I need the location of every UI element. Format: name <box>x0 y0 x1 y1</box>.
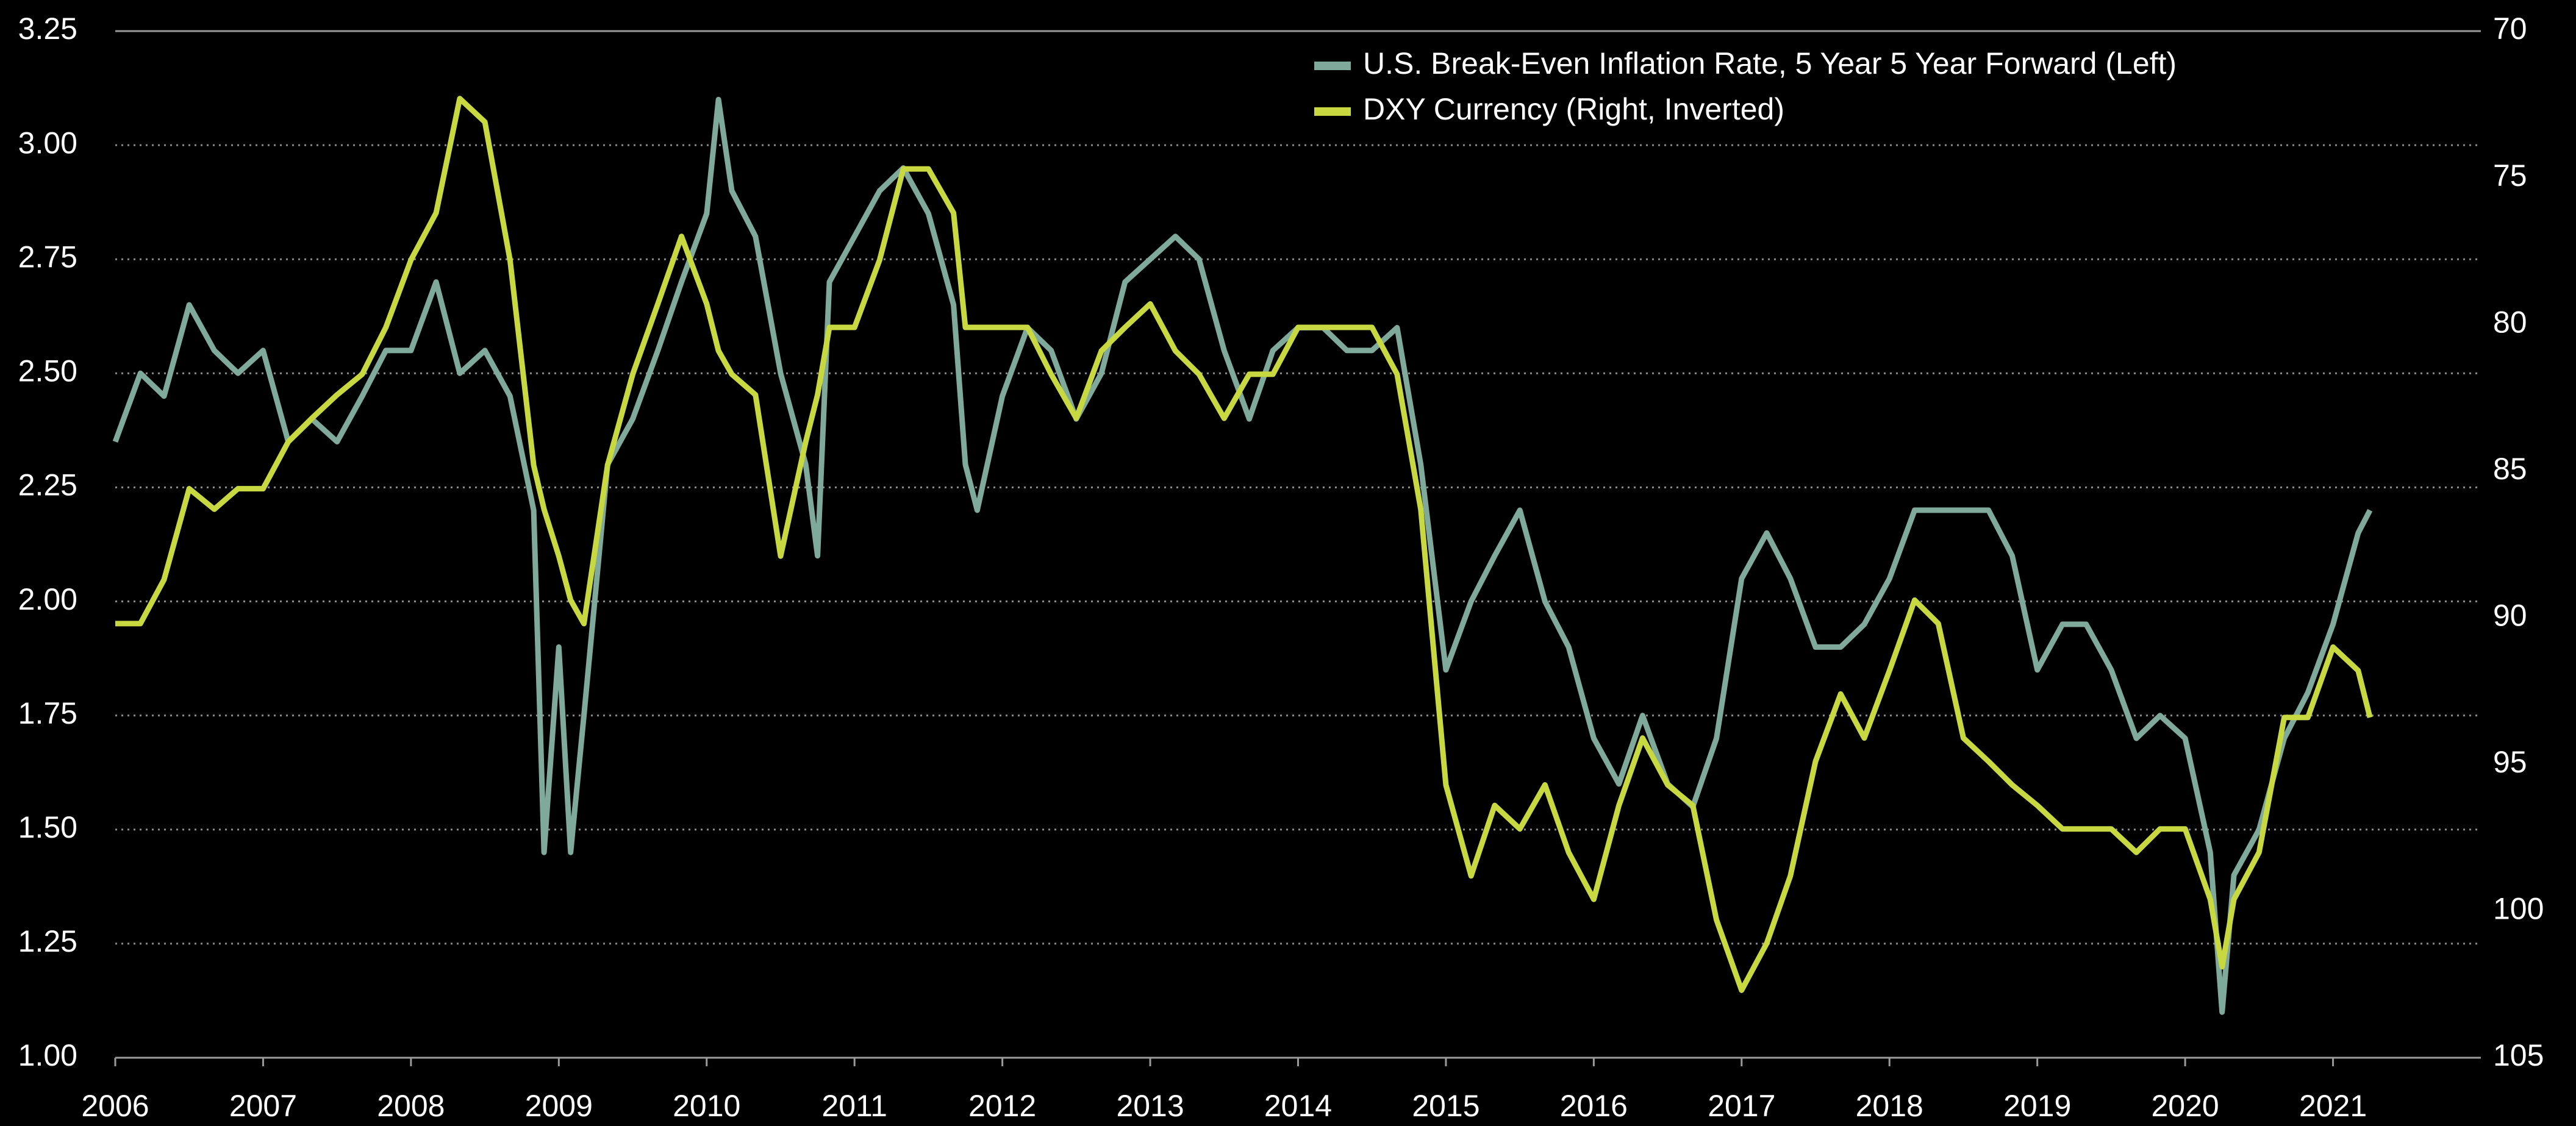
y-tick-label: 2.00 <box>18 582 77 616</box>
x-tick-label: 2009 <box>525 1089 593 1123</box>
x-tick-label: 2006 <box>81 1089 149 1123</box>
legend-label: DXY Currency (Right, Inverted) <box>1363 92 1784 126</box>
x-tick-label: 2008 <box>377 1089 445 1123</box>
x-tick-label: 2020 <box>2152 1089 2219 1123</box>
y-tick-label: 1.50 <box>18 810 77 844</box>
x-tick-label: 2021 <box>2299 1089 2367 1123</box>
x-tick-label: 2017 <box>1708 1089 1775 1123</box>
y2-tick-label: 100 <box>2493 892 2544 926</box>
y-tick-label: 1.75 <box>18 696 77 730</box>
y-tick-label: 1.25 <box>18 924 77 958</box>
y2-tick-label: 95 <box>2493 745 2527 779</box>
series-line <box>112 96 2373 1015</box>
x-tick-label: 2013 <box>1116 1089 1184 1123</box>
legend-label: U.S. Break-Even Inflation Rate, 5 Year 5… <box>1363 46 2177 80</box>
y2-tick-label: 85 <box>2493 452 2527 486</box>
y-tick-label: 3.00 <box>18 126 77 160</box>
series-line <box>115 96 2373 993</box>
x-tick-label: 2012 <box>968 1089 1036 1123</box>
x-tick-label: 2014 <box>1264 1089 1332 1123</box>
y-tick-label: 3.25 <box>18 12 77 46</box>
x-tick-label: 2016 <box>1560 1089 1628 1123</box>
y2-tick-label: 90 <box>2493 598 2527 632</box>
y-tick-label: 1.00 <box>18 1038 77 1072</box>
y2-tick-label: 80 <box>2493 305 2527 339</box>
x-tick-label: 2007 <box>229 1089 297 1123</box>
y-tick-label: 2.50 <box>18 354 77 388</box>
x-tick-label: 2018 <box>1856 1089 1923 1123</box>
y2-tick-label: 70 <box>2493 12 2527 46</box>
x-tick-label: 2019 <box>2003 1089 2071 1123</box>
y2-tick-label: 105 <box>2493 1038 2544 1072</box>
y-tick-label: 2.25 <box>18 468 77 502</box>
x-tick-label: 2010 <box>673 1089 740 1123</box>
x-tick-label: 2015 <box>1412 1089 1479 1123</box>
y-tick-label: 2.75 <box>18 240 77 274</box>
y2-tick-label: 75 <box>2493 159 2527 193</box>
x-tick-label: 2011 <box>821 1089 887 1123</box>
